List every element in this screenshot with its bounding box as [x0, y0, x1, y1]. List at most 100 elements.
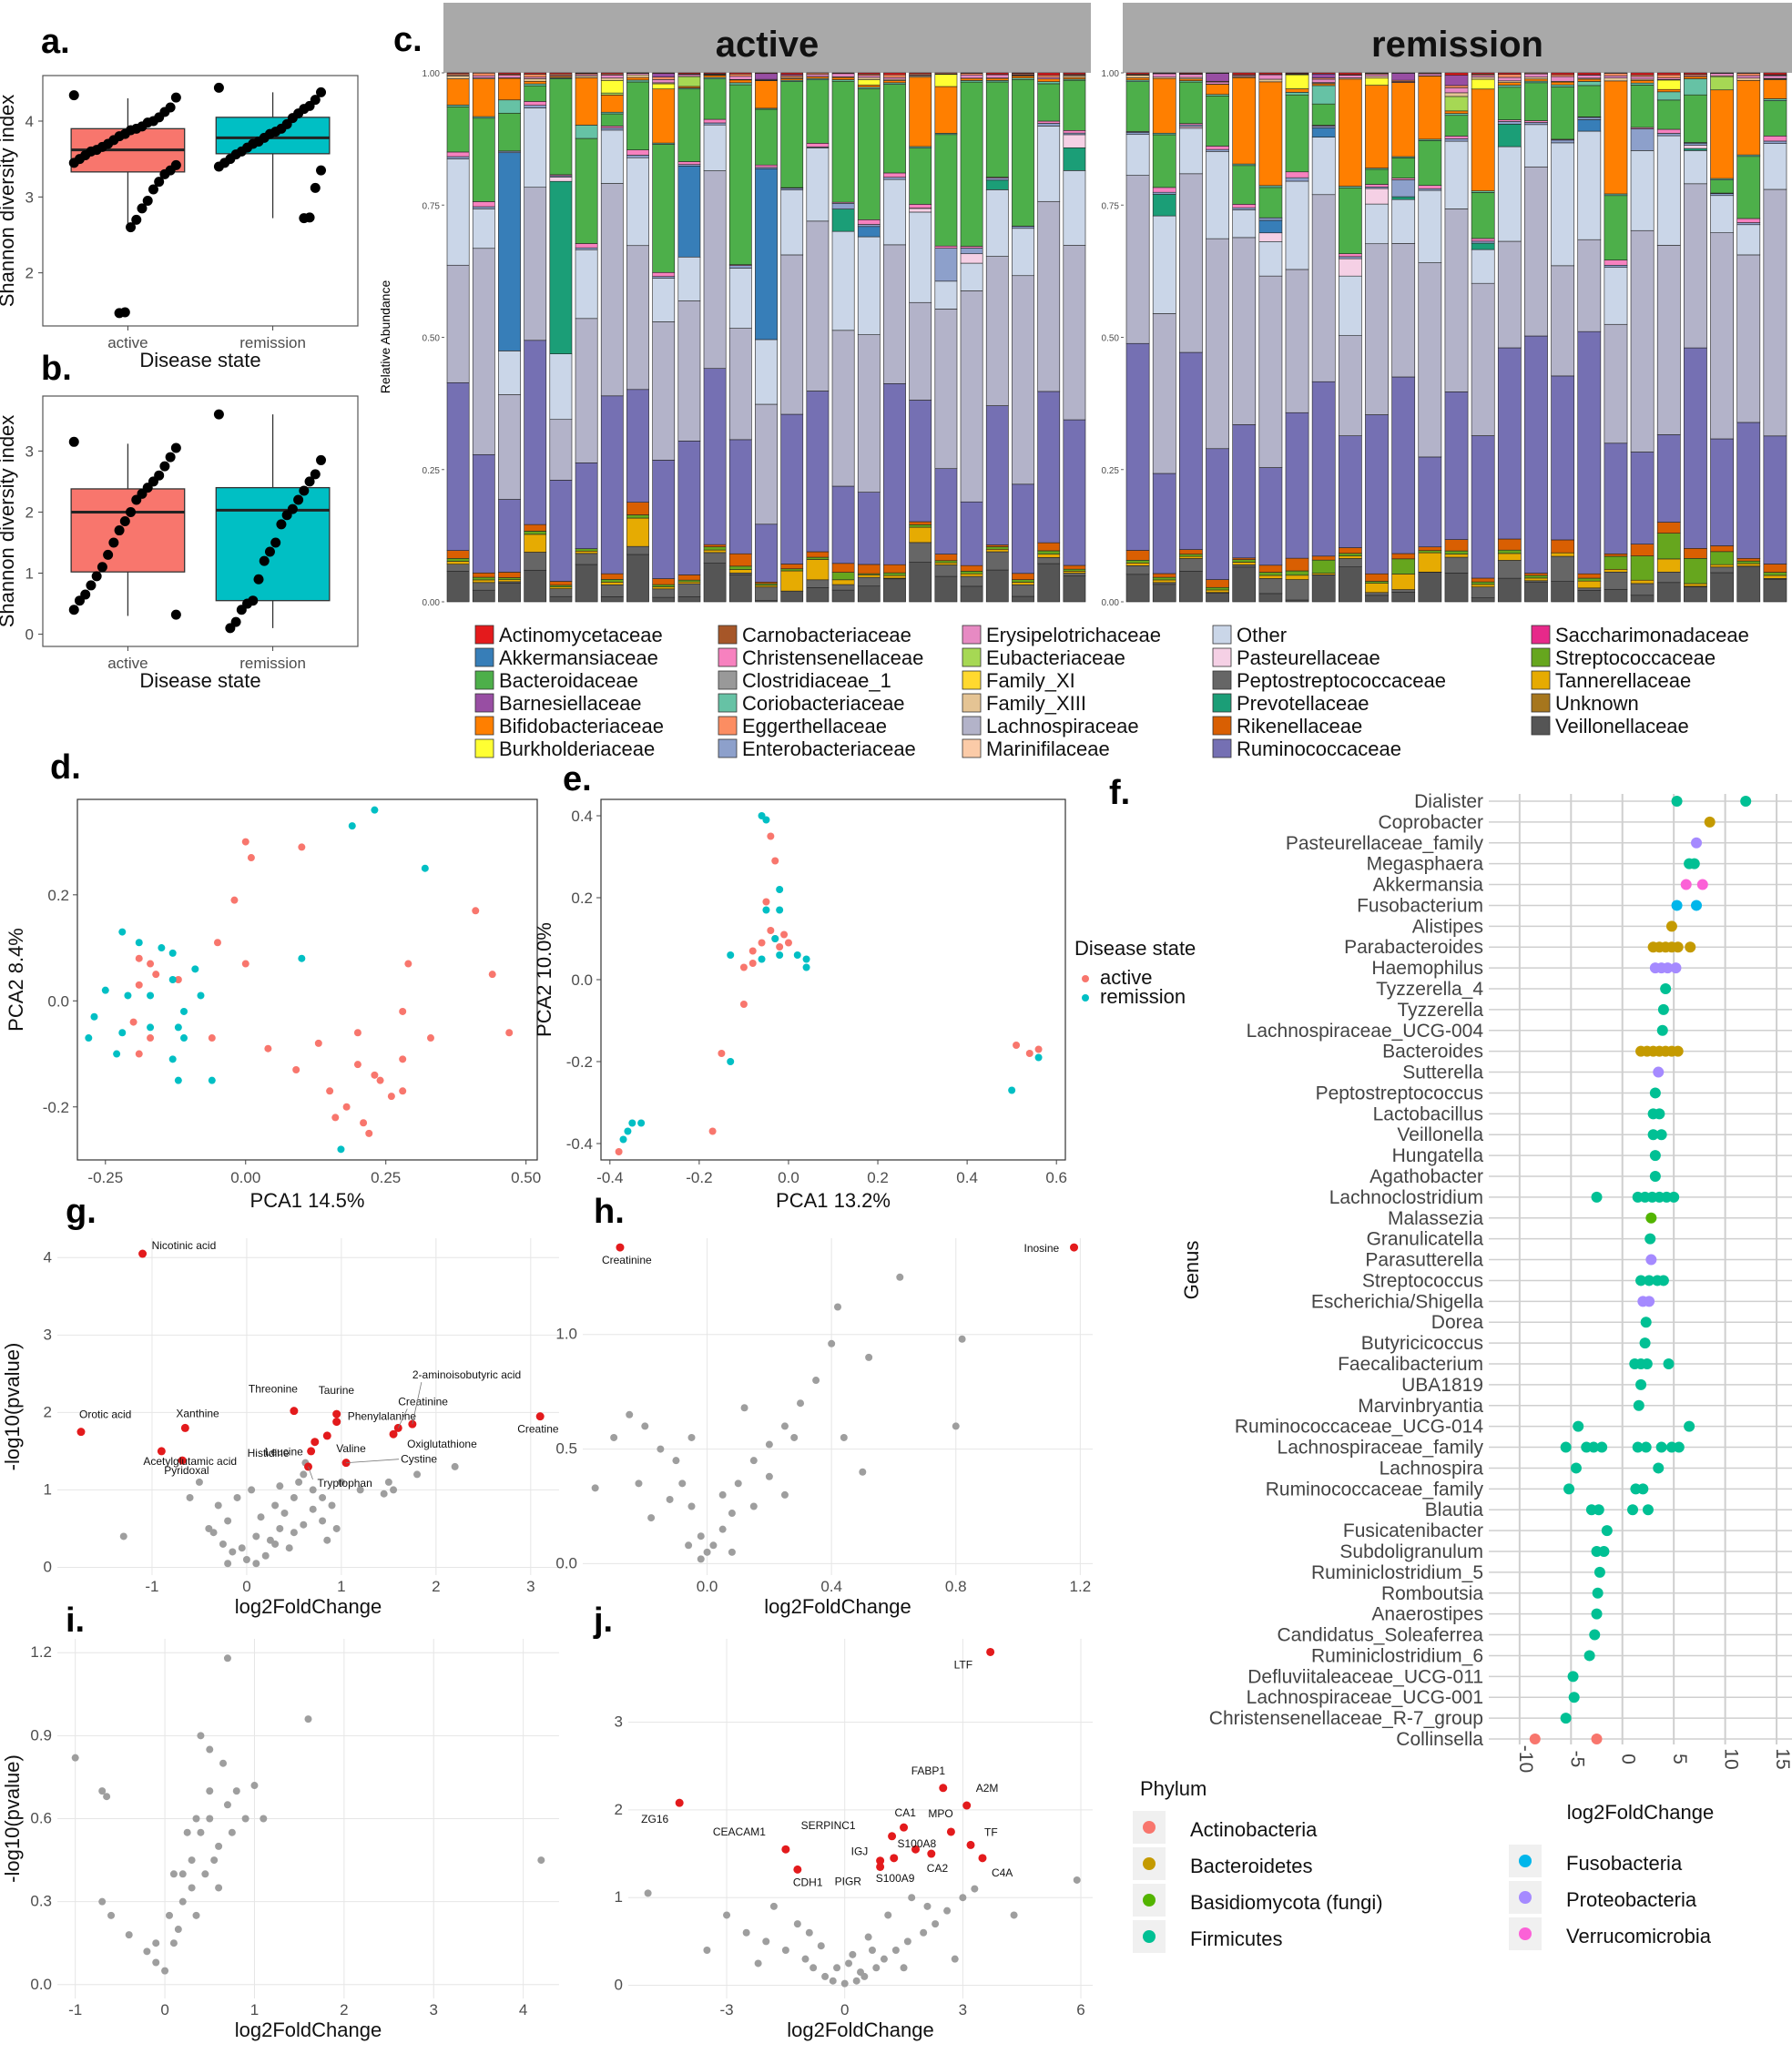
stacked-bar-segment: [1736, 560, 1761, 564]
stacked-bar-segment: [1391, 73, 1416, 81]
stacked-bar-segment: [1630, 579, 1655, 585]
stacked-bar-segment: [626, 554, 649, 603]
point-label: CA1: [895, 1806, 917, 1819]
point-remission: [118, 928, 127, 936]
genus-point: [1639, 1337, 1651, 1349]
stacked-bar-segment: [1418, 550, 1442, 554]
y-tick-label: -0.2: [43, 1099, 69, 1116]
stacked-bar-segment: [1604, 553, 1628, 557]
stacked-bar-segment: [883, 74, 906, 78]
genus-label: Parasutterella: [1365, 1250, 1483, 1271]
stacked-bar-segment: [472, 206, 495, 209]
stacked-bar-segment: [524, 531, 547, 535]
stacked-bar-segment: [1736, 557, 1761, 562]
stacked-bar-segment: [755, 403, 778, 525]
stacked-bar-segment: [472, 248, 495, 455]
stacked-bar-segment: [1524, 582, 1548, 603]
nonsignificant-point: [143, 1947, 151, 1956]
point-remission: [771, 935, 779, 942]
significant-point: [939, 1784, 948, 1793]
stacked-bar-segment: [1418, 546, 1442, 552]
stacked-bar-segment: [626, 76, 649, 81]
stacked-bar-segment: [1763, 578, 1787, 603]
panel-letter: h.: [594, 1193, 625, 1231]
stacked-bar-segment: [909, 526, 932, 544]
stacked-bar-segment: [857, 88, 881, 220]
nonsignificant-point: [821, 1972, 830, 1980]
stacked-bar-segment: [909, 542, 932, 563]
y-tick-label: 3: [25, 188, 34, 206]
legend-swatch: [718, 716, 738, 736]
nonsignificant-point: [183, 1828, 191, 1836]
legend-label: Firmicutes: [1190, 1927, 1282, 1950]
legend-swatch: [1519, 1891, 1532, 1904]
stacked-bar-segment: [1012, 275, 1034, 485]
nonsignificant-point: [728, 1510, 736, 1518]
legend-swatch: [962, 693, 982, 713]
nonsignificant-point: [884, 1911, 892, 1919]
stacked-bar-segment: [755, 72, 778, 75]
stacked-bar-segment: [1258, 578, 1283, 595]
nonsignificant-point: [801, 1955, 809, 1963]
nonsignificant-point: [232, 1787, 240, 1795]
panel-letter: f.: [1109, 774, 1130, 812]
point-active: [399, 1055, 407, 1063]
nonsignificant-point: [718, 1490, 727, 1499]
stacked-bar-segment: [652, 72, 676, 75]
stacked-bar-segment: [652, 144, 676, 273]
stacked-bar-segment: [831, 72, 855, 75]
stacked-bar-segment: [857, 79, 881, 86]
point-remission: [624, 1127, 632, 1135]
genus-point: [1662, 962, 1674, 974]
stacked-bar-segment: [524, 569, 547, 603]
panel-letter: b.: [41, 350, 72, 388]
point-active: [135, 954, 143, 962]
nonsignificant-point: [380, 1490, 388, 1498]
stacked-bar-segment: [1365, 203, 1389, 245]
data-point: [131, 214, 142, 225]
stacked-bar-segment: [1206, 148, 1229, 152]
stacked-bar-segment: [600, 126, 624, 128]
x-tick-label: 0.6: [1045, 1169, 1067, 1186]
stacked-bar-segment: [1258, 572, 1283, 576]
stacked-bar-segment: [1736, 75, 1761, 79]
stacked-bar-segment: [1152, 576, 1176, 581]
stacked-bar-segment: [1656, 88, 1681, 93]
y-tick-label: 4: [25, 113, 34, 130]
nonsignificant-point: [952, 1422, 960, 1430]
point-active: [241, 838, 249, 846]
y-axis-title: PCA2 8.4%: [5, 928, 27, 1032]
stacked-bar-segment: [1471, 76, 1495, 80]
x-axis-title: log2FoldChange: [235, 1595, 382, 1618]
significant-point: [1070, 1243, 1079, 1252]
genus-point: [1688, 858, 1700, 869]
stacked-bar-segment: [883, 172, 906, 178]
stacked-bar-segment: [1710, 193, 1734, 197]
legend-label: Other: [1237, 624, 1287, 646]
stacked-bar-segment: [1497, 240, 1522, 349]
stacked-bar-segment: [1125, 342, 1150, 551]
stacked-bar-segment: [549, 177, 573, 182]
nonsignificant-point: [285, 1544, 293, 1552]
stacked-bar-segment: [985, 72, 1009, 76]
stacked-bar-segment: [703, 75, 727, 78]
stacked-bar-segment: [883, 575, 906, 579]
stacked-bar-segment: [498, 577, 521, 580]
genus-point: [1644, 1233, 1656, 1245]
stacked-bar-segment: [960, 585, 983, 603]
genus-point: [1680, 879, 1692, 890]
stacked-bar-segment: [1471, 282, 1495, 436]
nonsignificant-point: [250, 1782, 259, 1790]
stacked-bar-segment: [1418, 456, 1442, 548]
y-tick-label: 0.00: [1102, 598, 1120, 608]
nonsignificant-point: [178, 1897, 187, 1906]
stacked-bar-segment: [1684, 142, 1707, 146]
plot-panel: [57, 1238, 559, 1575]
stacked-bar-segment: [1763, 143, 1787, 190]
nonsignificant-point: [971, 1885, 979, 1893]
stacked-bar-segment: [960, 72, 983, 75]
point-remission: [776, 886, 784, 893]
nonsignificant-point: [793, 1920, 801, 1928]
stacked-bar-segment: [626, 79, 649, 83]
stacked-bar-segment: [1125, 563, 1150, 566]
